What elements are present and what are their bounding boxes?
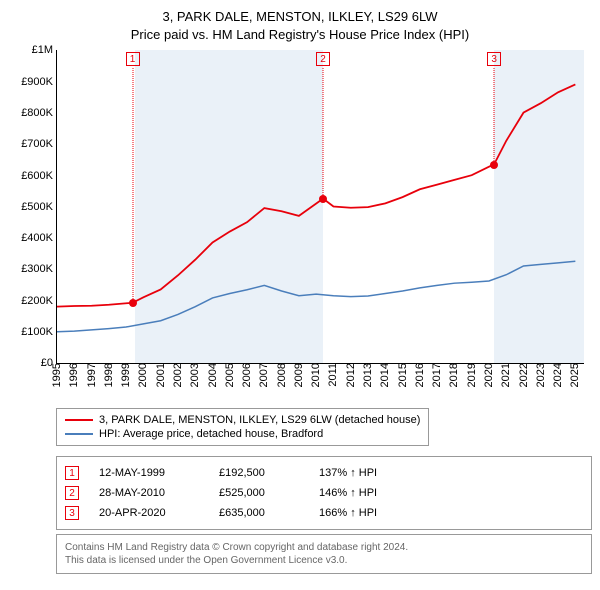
x-axis-label: 2021 (500, 363, 512, 391)
x-axis-label: 2011 (327, 363, 339, 391)
x-axis-label: 2005 (224, 363, 236, 391)
y-axis-label: £200K (21, 295, 57, 307)
footer-attribution: Contains HM Land Registry data © Crown c… (56, 534, 592, 574)
title-line2: Price paid vs. HM Land Registry's House … (8, 26, 592, 44)
marker-label-box: 1 (126, 52, 140, 66)
legend-label: HPI: Average price, detached house, Brad… (99, 428, 323, 440)
data-point (319, 195, 327, 203)
x-axis-label: 1996 (68, 363, 80, 391)
x-axis-label: 2019 (466, 363, 478, 391)
y-axis-label: £900K (21, 76, 57, 88)
transaction-marker-box: 2 (65, 486, 79, 500)
marker-guide-line (323, 68, 324, 199)
y-axis-label: £700K (21, 138, 57, 150)
y-axis-label: £800K (21, 107, 57, 119)
x-axis-label: 1999 (120, 363, 132, 391)
transaction-marker-box: 3 (65, 506, 79, 520)
marker-label-box: 2 (316, 52, 330, 66)
y-axis-label: £600K (21, 170, 57, 182)
x-axis-label: 2001 (155, 363, 167, 391)
y-axis-label: £500K (21, 201, 57, 213)
transaction-row: 2 28-MAY-2010 £525,000 146% ↑ HPI (65, 483, 583, 503)
transaction-price: £525,000 (219, 487, 299, 499)
x-axis-label: 2003 (189, 363, 201, 391)
x-axis-label: 2017 (431, 363, 443, 391)
marker-guide-line (132, 68, 133, 303)
chart-area: £0£100K£200K£300K£400K£500K£600K£700K£80… (56, 50, 584, 400)
x-axis-label: 2007 (258, 363, 270, 391)
x-axis-label: 2022 (518, 363, 530, 391)
x-axis-label: 2016 (414, 363, 426, 391)
footer-line1: Contains HM Land Registry data © Crown c… (65, 541, 583, 554)
legend-swatch (65, 419, 93, 421)
x-axis-label: 2014 (379, 363, 391, 391)
marker-guide-line (494, 68, 495, 164)
transactions-table: 1 12-MAY-1999 £192,500 137% ↑ HPI 2 28-MAY-20… (56, 456, 592, 530)
legend-item: 3, PARK DALE, MENSTON, ILKLEY, LS29 6LW … (65, 413, 420, 427)
x-axis-label: 2024 (552, 363, 564, 391)
x-axis-label: 2010 (310, 363, 322, 391)
x-axis-label: 2006 (241, 363, 253, 391)
x-axis-label: 2023 (535, 363, 547, 391)
transaction-delta: 146% ↑ HPI (319, 487, 377, 499)
title-line1: 3, PARK DALE, MENSTON, ILKLEY, LS29 6LW (8, 8, 592, 26)
transaction-date: 12-MAY-1999 (99, 467, 199, 479)
x-axis-label: 2013 (362, 363, 374, 391)
x-axis-label: 2004 (207, 363, 219, 391)
x-axis-label: 1998 (103, 363, 115, 391)
transaction-delta: 137% ↑ HPI (319, 467, 377, 479)
x-axis-label: 2020 (483, 363, 495, 391)
x-axis-label: 2012 (345, 363, 357, 391)
transaction-price: £635,000 (219, 507, 299, 519)
series-line (57, 262, 575, 332)
plot-region: £0£100K£200K£300K£400K£500K£600K£700K£80… (56, 50, 584, 364)
legend-swatch (65, 433, 93, 435)
chart-title: 3, PARK DALE, MENSTON, ILKLEY, LS29 6LW … (8, 8, 592, 44)
data-point (129, 299, 137, 307)
y-axis-label: £400K (21, 232, 57, 244)
x-axis-label: 2009 (293, 363, 305, 391)
transaction-date: 28-MAY-2010 (99, 487, 199, 499)
transaction-row: 1 12-MAY-1999 £192,500 137% ↑ HPI (65, 463, 583, 483)
x-axis-label: 2018 (448, 363, 460, 391)
transaction-marker-box: 1 (65, 466, 79, 480)
x-axis-label: 2008 (276, 363, 288, 391)
marker-label-box: 3 (487, 52, 501, 66)
y-axis-label: £300K (21, 263, 57, 275)
y-axis-label: £1M (32, 44, 57, 56)
transaction-delta: 166% ↑ HPI (319, 507, 377, 519)
series-line (57, 85, 575, 307)
legend-label: 3, PARK DALE, MENSTON, ILKLEY, LS29 6LW … (99, 414, 420, 426)
x-axis-label: 1995 (51, 363, 63, 391)
footer-line2: This data is licensed under the Open Gov… (65, 554, 583, 567)
x-axis-label: 2002 (172, 363, 184, 391)
y-axis-label: £100K (21, 326, 57, 338)
transaction-date: 20-APR-2020 (99, 507, 199, 519)
data-point (490, 161, 498, 169)
line-layer (57, 50, 584, 363)
legend: 3, PARK DALE, MENSTON, ILKLEY, LS29 6LW … (56, 408, 429, 446)
legend-item: HPI: Average price, detached house, Brad… (65, 427, 420, 441)
transaction-price: £192,500 (219, 467, 299, 479)
transaction-row: 3 20-APR-2020 £635,000 166% ↑ HPI (65, 503, 583, 523)
x-axis-label: 2015 (397, 363, 409, 391)
x-axis-label: 2000 (137, 363, 149, 391)
x-axis-label: 2025 (569, 363, 581, 391)
x-axis-label: 1997 (86, 363, 98, 391)
